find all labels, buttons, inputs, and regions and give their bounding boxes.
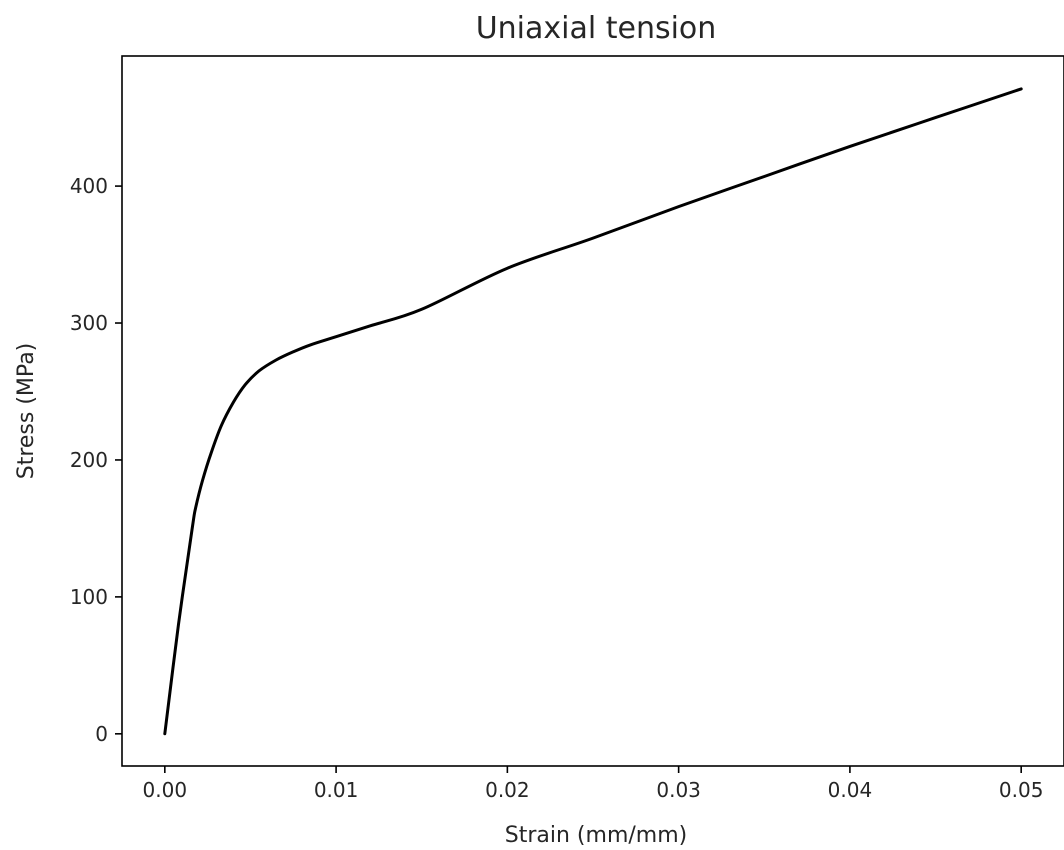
y-tick-label: 0 <box>95 722 108 746</box>
y-tick-label: 100 <box>70 585 108 609</box>
chart-title: Uniaxial tension <box>476 11 717 46</box>
ticks-layer: 0.00 0.01 0.02 0.03 0.04 0.05 0 100 200 300 400 <box>70 174 1044 802</box>
y-tick-label: 200 <box>70 448 108 472</box>
plot-frame <box>121 55 1064 767</box>
y-axis-label: Stress (MPa) <box>14 343 39 480</box>
x-axis-label: Strain (mm/mm) <box>505 823 687 848</box>
y-tick-label: 300 <box>70 311 108 335</box>
x-tick-label: 0.04 <box>828 778 873 802</box>
x-tick-label: 0.02 <box>485 778 530 802</box>
x-tick-label: 0.05 <box>999 778 1044 802</box>
stress-strain-line <box>163 87 1023 736</box>
y-tick-label: 400 <box>70 174 108 198</box>
series-layer <box>163 87 1023 736</box>
x-tick-label: 0.00 <box>143 778 188 802</box>
x-tick-label: 0.01 <box>314 778 359 802</box>
x-tick-label: 0.03 <box>656 778 701 802</box>
